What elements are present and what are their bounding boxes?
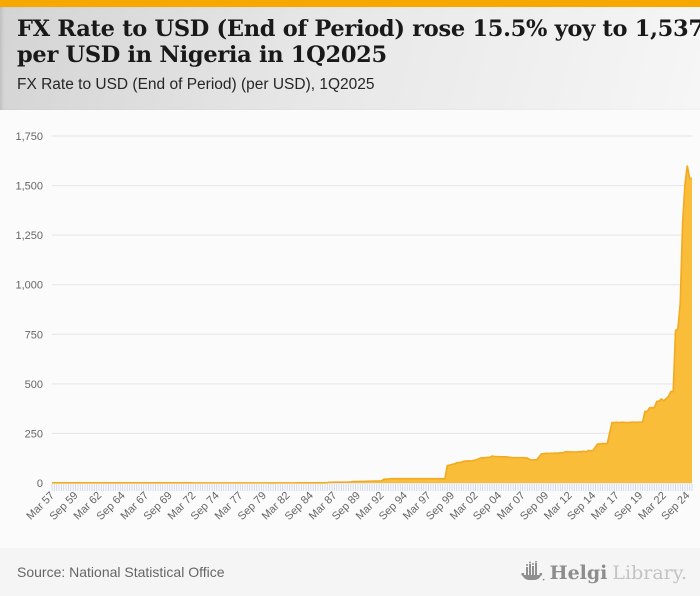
chart-title-line1: FX Rate to USD (End of Period) rose 15.5… <box>17 16 700 42</box>
chart-area: 0 250 500 750 1,000 1,250 1,500 1,750 Mar 57 Sep … <box>0 110 700 548</box>
svg-text:1,250: 1,250 <box>15 230 43 242</box>
bar-chart-boat-icon <box>521 561 545 581</box>
y-axis-labels: 0 250 500 750 1,000 1,250 1,500 1,750 <box>15 131 43 490</box>
quarter-ticks <box>51 484 693 491</box>
chart-title: FX Rate to USD (End of Period) rose 15.5… <box>17 7 700 69</box>
chart-footer: Source: National Statistical Office <box>0 548 700 596</box>
chart-subtitle: FX Rate to USD (End of Period) (per USD)… <box>17 75 375 93</box>
brand-accent-bar <box>0 0 700 7</box>
fx-rate-area-chart[interactable]: 0 250 500 750 1,000 1,250 1,500 1,750 Mar 57Sep … <box>0 110 700 548</box>
chart-title-line2: per USD in Nigeria in 1Q2025 <box>17 42 387 69</box>
source-note: Source: National Statistical Office <box>17 564 225 580</box>
svg-text:1,000: 1,000 <box>15 280 43 292</box>
svg-text:0: 0 <box>37 478 43 490</box>
svg-text:750: 750 <box>25 329 43 341</box>
svg-text:1,750: 1,750 <box>15 131 43 143</box>
helgi-library-logo[interactable]: Helgi Library. <box>521 561 687 583</box>
gridlines <box>52 135 692 484</box>
chart-header: FX Rate to USD (End of Period) rose 15.5… <box>0 7 700 110</box>
svg-text:250: 250 <box>25 428 43 440</box>
svg-text:1,500: 1,500 <box>15 181 43 193</box>
svg-text:500: 500 <box>25 379 43 391</box>
logo-text-helgi: Helgi <box>549 562 608 584</box>
area-series[interactable] <box>52 165 693 484</box>
logo-text-library: Library. <box>612 562 687 584</box>
